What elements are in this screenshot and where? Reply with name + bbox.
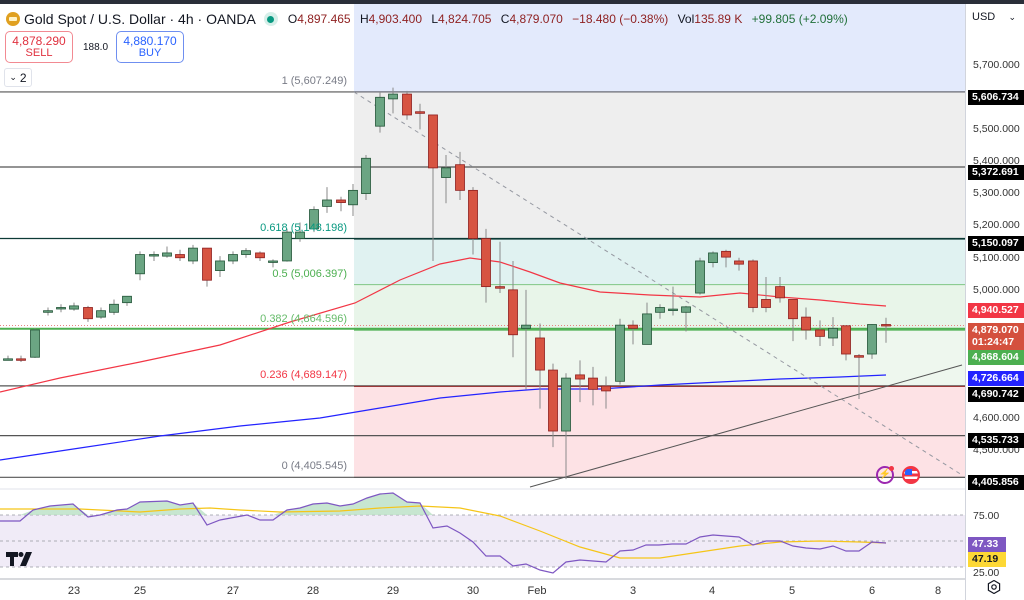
price-tag: 4,690.742 bbox=[968, 387, 1024, 402]
price-tick-label: 5,300.000 bbox=[973, 187, 1020, 200]
currency-selector[interactable]: USD ⌄ bbox=[969, 8, 1019, 26]
price-tick-label: 4,600.000 bbox=[973, 411, 1020, 424]
fib-level-label: 1 (5,607.249) bbox=[281, 74, 347, 87]
change-value: −18.480 (−0.38%) bbox=[572, 12, 669, 26]
price-tag: 01:24:47 bbox=[968, 335, 1024, 350]
price-tag: 5,372.691 bbox=[968, 165, 1024, 180]
price-tick-label: 5,000.000 bbox=[973, 283, 1020, 296]
low-value: 4,824.705 bbox=[438, 12, 492, 26]
trade-panel: 4,878.290 SELL 188.0 4,880.170 BUY bbox=[5, 31, 185, 63]
price-tag: 5,150.097 bbox=[968, 236, 1024, 251]
price-tick-label: 5,700.000 bbox=[973, 59, 1020, 71]
indicators-toggle-button[interactable]: ⌄ 2 bbox=[4, 68, 32, 87]
open-value: 4,897.465 bbox=[297, 12, 351, 26]
symbol-title[interactable]: Gold Spot / U.S. Dollar · 4h · OANDA bbox=[24, 11, 256, 27]
price-tag: 4,940.527 bbox=[968, 303, 1024, 318]
high-value: 4,903.400 bbox=[368, 12, 422, 26]
time-tick-label: 29 bbox=[386, 585, 400, 597]
price-tick-label: 5,400.000 bbox=[973, 155, 1020, 168]
time-tick-label: Feb bbox=[527, 585, 547, 597]
time-tick-label: 23 bbox=[67, 585, 81, 597]
window-top-bar bbox=[0, 0, 1024, 4]
time-tick-label: 6 bbox=[868, 585, 876, 597]
time-tick-label: 3 bbox=[629, 585, 637, 597]
price-tag: 4,535.733 bbox=[968, 433, 1024, 448]
time-tick-label: 4 bbox=[708, 585, 716, 597]
close-value: 4,879.070 bbox=[509, 12, 563, 26]
time-tick-label: 28 bbox=[306, 585, 320, 597]
rsi-tick-label: 75.00 bbox=[973, 510, 1000, 522]
time-tick-label: 30 bbox=[466, 585, 480, 597]
time-tick-label: 5 bbox=[788, 585, 796, 597]
fib-level-label: 0.382 (4,864.596) bbox=[260, 313, 347, 326]
time-tick-label: 25 bbox=[133, 585, 147, 597]
price-tag: 5,606.734 bbox=[968, 90, 1024, 105]
price-chart[interactable] bbox=[0, 4, 965, 600]
fib-level-label: 0.618 (5,148.198) bbox=[260, 222, 347, 235]
lightning-event-icon[interactable]: ⚡ bbox=[876, 466, 894, 484]
tradingview-logo[interactable] bbox=[6, 552, 36, 571]
fib-level-label: 0.5 (5,006.397) bbox=[272, 267, 347, 280]
price-tag: 4,405.856 bbox=[968, 475, 1024, 490]
market-open-dot-icon bbox=[263, 12, 278, 26]
sell-button[interactable]: 4,878.290 SELL bbox=[5, 31, 73, 63]
price-tag: 4,726.664 bbox=[968, 371, 1024, 386]
settings-gear-icon[interactable] bbox=[987, 580, 1001, 594]
chevron-down-icon: ⌄ bbox=[9, 72, 17, 82]
price-tick-label: 5,200.000 bbox=[973, 219, 1020, 232]
us-flag-event-icon[interactable] bbox=[902, 466, 920, 484]
rsi-value-tag: 47.33 bbox=[968, 537, 1006, 552]
fib-level-label: 0 (4,405.545) bbox=[281, 460, 347, 473]
ohlc-values: O4,897.465 H4,903.400 L4,824.705 C4,879.… bbox=[287, 12, 848, 26]
price-tag: 4,868.604 bbox=[968, 350, 1024, 365]
time-tick-label: 27 bbox=[226, 585, 240, 597]
chevron-down-icon: ⌄ bbox=[1008, 11, 1016, 22]
rsi-value-tag: 47.19 bbox=[968, 552, 1006, 567]
gold-symbol-icon bbox=[6, 12, 20, 26]
fib-level-label: 0.236 (4,689.147) bbox=[260, 369, 347, 382]
time-tick-label: 8 bbox=[934, 585, 942, 597]
indicator-change-value: +99.805 (+2.09%) bbox=[751, 12, 848, 26]
spread-value: 188.0 bbox=[83, 41, 109, 53]
buy-button[interactable]: 4,880.170 BUY bbox=[116, 31, 185, 63]
rsi-tick-label: 25.00 bbox=[973, 567, 1000, 579]
price-tick-label: 5,100.000 bbox=[973, 251, 1020, 264]
price-tick-label: 5,500.000 bbox=[973, 123, 1020, 136]
price-tag: 4,879.070 bbox=[968, 323, 1024, 338]
volume-value: 135.89 K bbox=[694, 12, 743, 26]
symbol-legend: Gold Spot / U.S. Dollar · 4h · OANDA O4,… bbox=[6, 9, 848, 29]
